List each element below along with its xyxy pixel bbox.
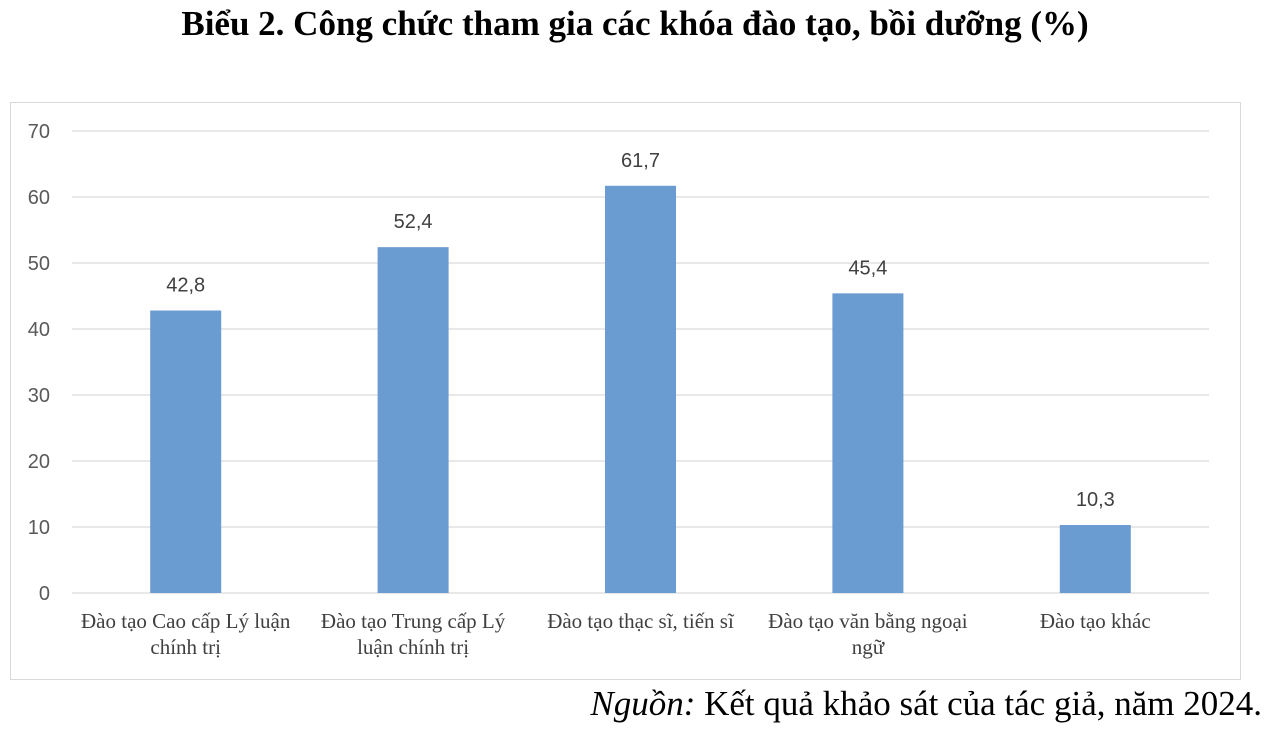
- bar: [150, 310, 222, 593]
- data-label: 10,3: [1076, 489, 1115, 511]
- y-tick-label: 70: [28, 121, 50, 143]
- bar: [605, 185, 676, 593]
- source-text: Kết quả khảo sát của tác giả, năm 2024.: [695, 684, 1262, 723]
- y-tick-label: 20: [28, 451, 50, 473]
- data-label: 61,7: [621, 150, 660, 172]
- bar: [832, 293, 904, 593]
- data-label: 52,4: [394, 211, 433, 233]
- x-tick-label: Đào tạo thạc sĩ, tiến sĩ: [547, 609, 734, 633]
- y-tick-label: 50: [28, 253, 50, 275]
- bar: [377, 247, 449, 593]
- y-tick-label: 10: [28, 517, 50, 539]
- x-tick-label: Đào tạo khác: [1039, 609, 1151, 633]
- source-note: Nguồn: Kết quả khảo sát của tác giả, năm…: [590, 684, 1262, 724]
- data-label: 42,8: [166, 275, 205, 297]
- x-tick-label: Đào tạo Cao cấp Lý luận chính trị: [81, 609, 291, 659]
- source-prefix: Nguồn:: [590, 684, 696, 723]
- chart-title: Biểu 2. Công chức tham gia các khóa đào …: [181, 4, 1089, 43]
- x-tick-label: Đào tạo văn bằng ngoại ngữ: [768, 609, 968, 659]
- y-tick-label: 0: [39, 583, 50, 605]
- data-label: 45,4: [848, 257, 887, 279]
- y-tick-label: 30: [28, 385, 50, 407]
- y-tick-label: 60: [28, 187, 50, 209]
- y-tick-label: 40: [28, 319, 50, 341]
- x-tick-label: Đào tạo Trung cấp Lý luận chính trị: [320, 609, 506, 659]
- bar: [1059, 525, 1131, 593]
